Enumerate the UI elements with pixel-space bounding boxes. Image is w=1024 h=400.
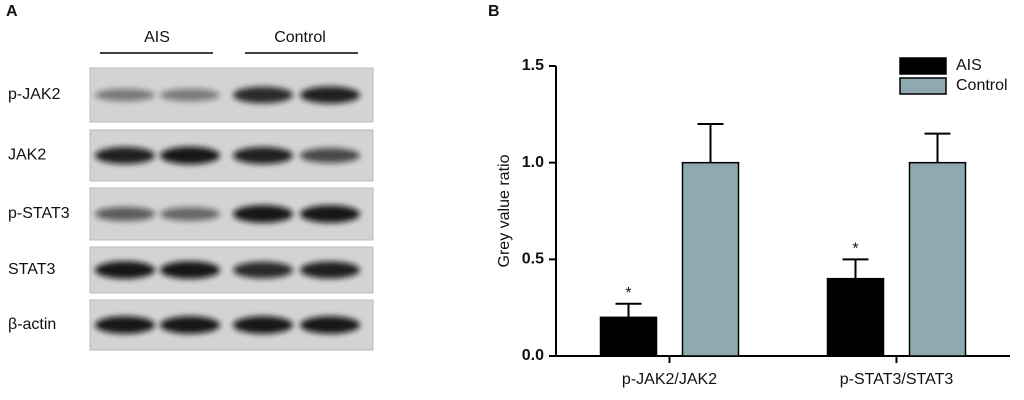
blot-band [233, 86, 293, 104]
bar [599, 316, 658, 357]
panel-label: B [488, 3, 500, 20]
blot-band [160, 88, 220, 102]
blot-band [160, 261, 220, 279]
row-label: STAT3 [8, 261, 56, 278]
blot-band [160, 316, 220, 334]
blot-band [233, 316, 293, 334]
bar [826, 277, 885, 357]
row-label: p-JAK2 [8, 86, 61, 103]
row-label: JAK2 [8, 147, 46, 164]
bar [681, 161, 740, 357]
blot-band [95, 316, 155, 334]
blot-band [300, 205, 360, 223]
legend-swatch [899, 77, 947, 95]
y-tick-label: 1.0 [522, 154, 544, 171]
legend-label: Control [956, 77, 1008, 94]
blot-band [233, 261, 293, 279]
row-label: β-actin [8, 316, 56, 333]
panel-label: A [6, 3, 18, 20]
bar [908, 161, 967, 357]
blot-band [160, 207, 220, 221]
legend-swatch [899, 57, 947, 75]
blot-band [300, 261, 360, 279]
blot-band [300, 86, 360, 104]
blot-band [95, 207, 155, 221]
group-label: AIS [144, 29, 170, 46]
x-tick-label: p-JAK2/JAK2 [622, 371, 717, 388]
y-tick-label: 0.0 [522, 347, 544, 364]
y-axis-label: Grey value ratio [496, 154, 513, 267]
y-tick-label: 0.5 [522, 251, 544, 268]
group-label: Control [274, 29, 326, 46]
blot-band [95, 261, 155, 279]
blot-band [95, 147, 155, 164]
blot-band [300, 316, 360, 334]
x-tick-label: p-STAT3/STAT3 [840, 371, 954, 388]
row-label: p-STAT3 [8, 205, 70, 222]
blot-band [160, 146, 220, 165]
legend-label: AIS [956, 57, 982, 74]
significance-mark: * [625, 285, 631, 302]
blot-band [300, 148, 360, 163]
blot-band [95, 88, 155, 102]
blot-band [233, 147, 293, 164]
blot-band [233, 205, 293, 223]
y-tick-label: 1.5 [522, 57, 544, 74]
significance-mark: * [852, 241, 858, 258]
